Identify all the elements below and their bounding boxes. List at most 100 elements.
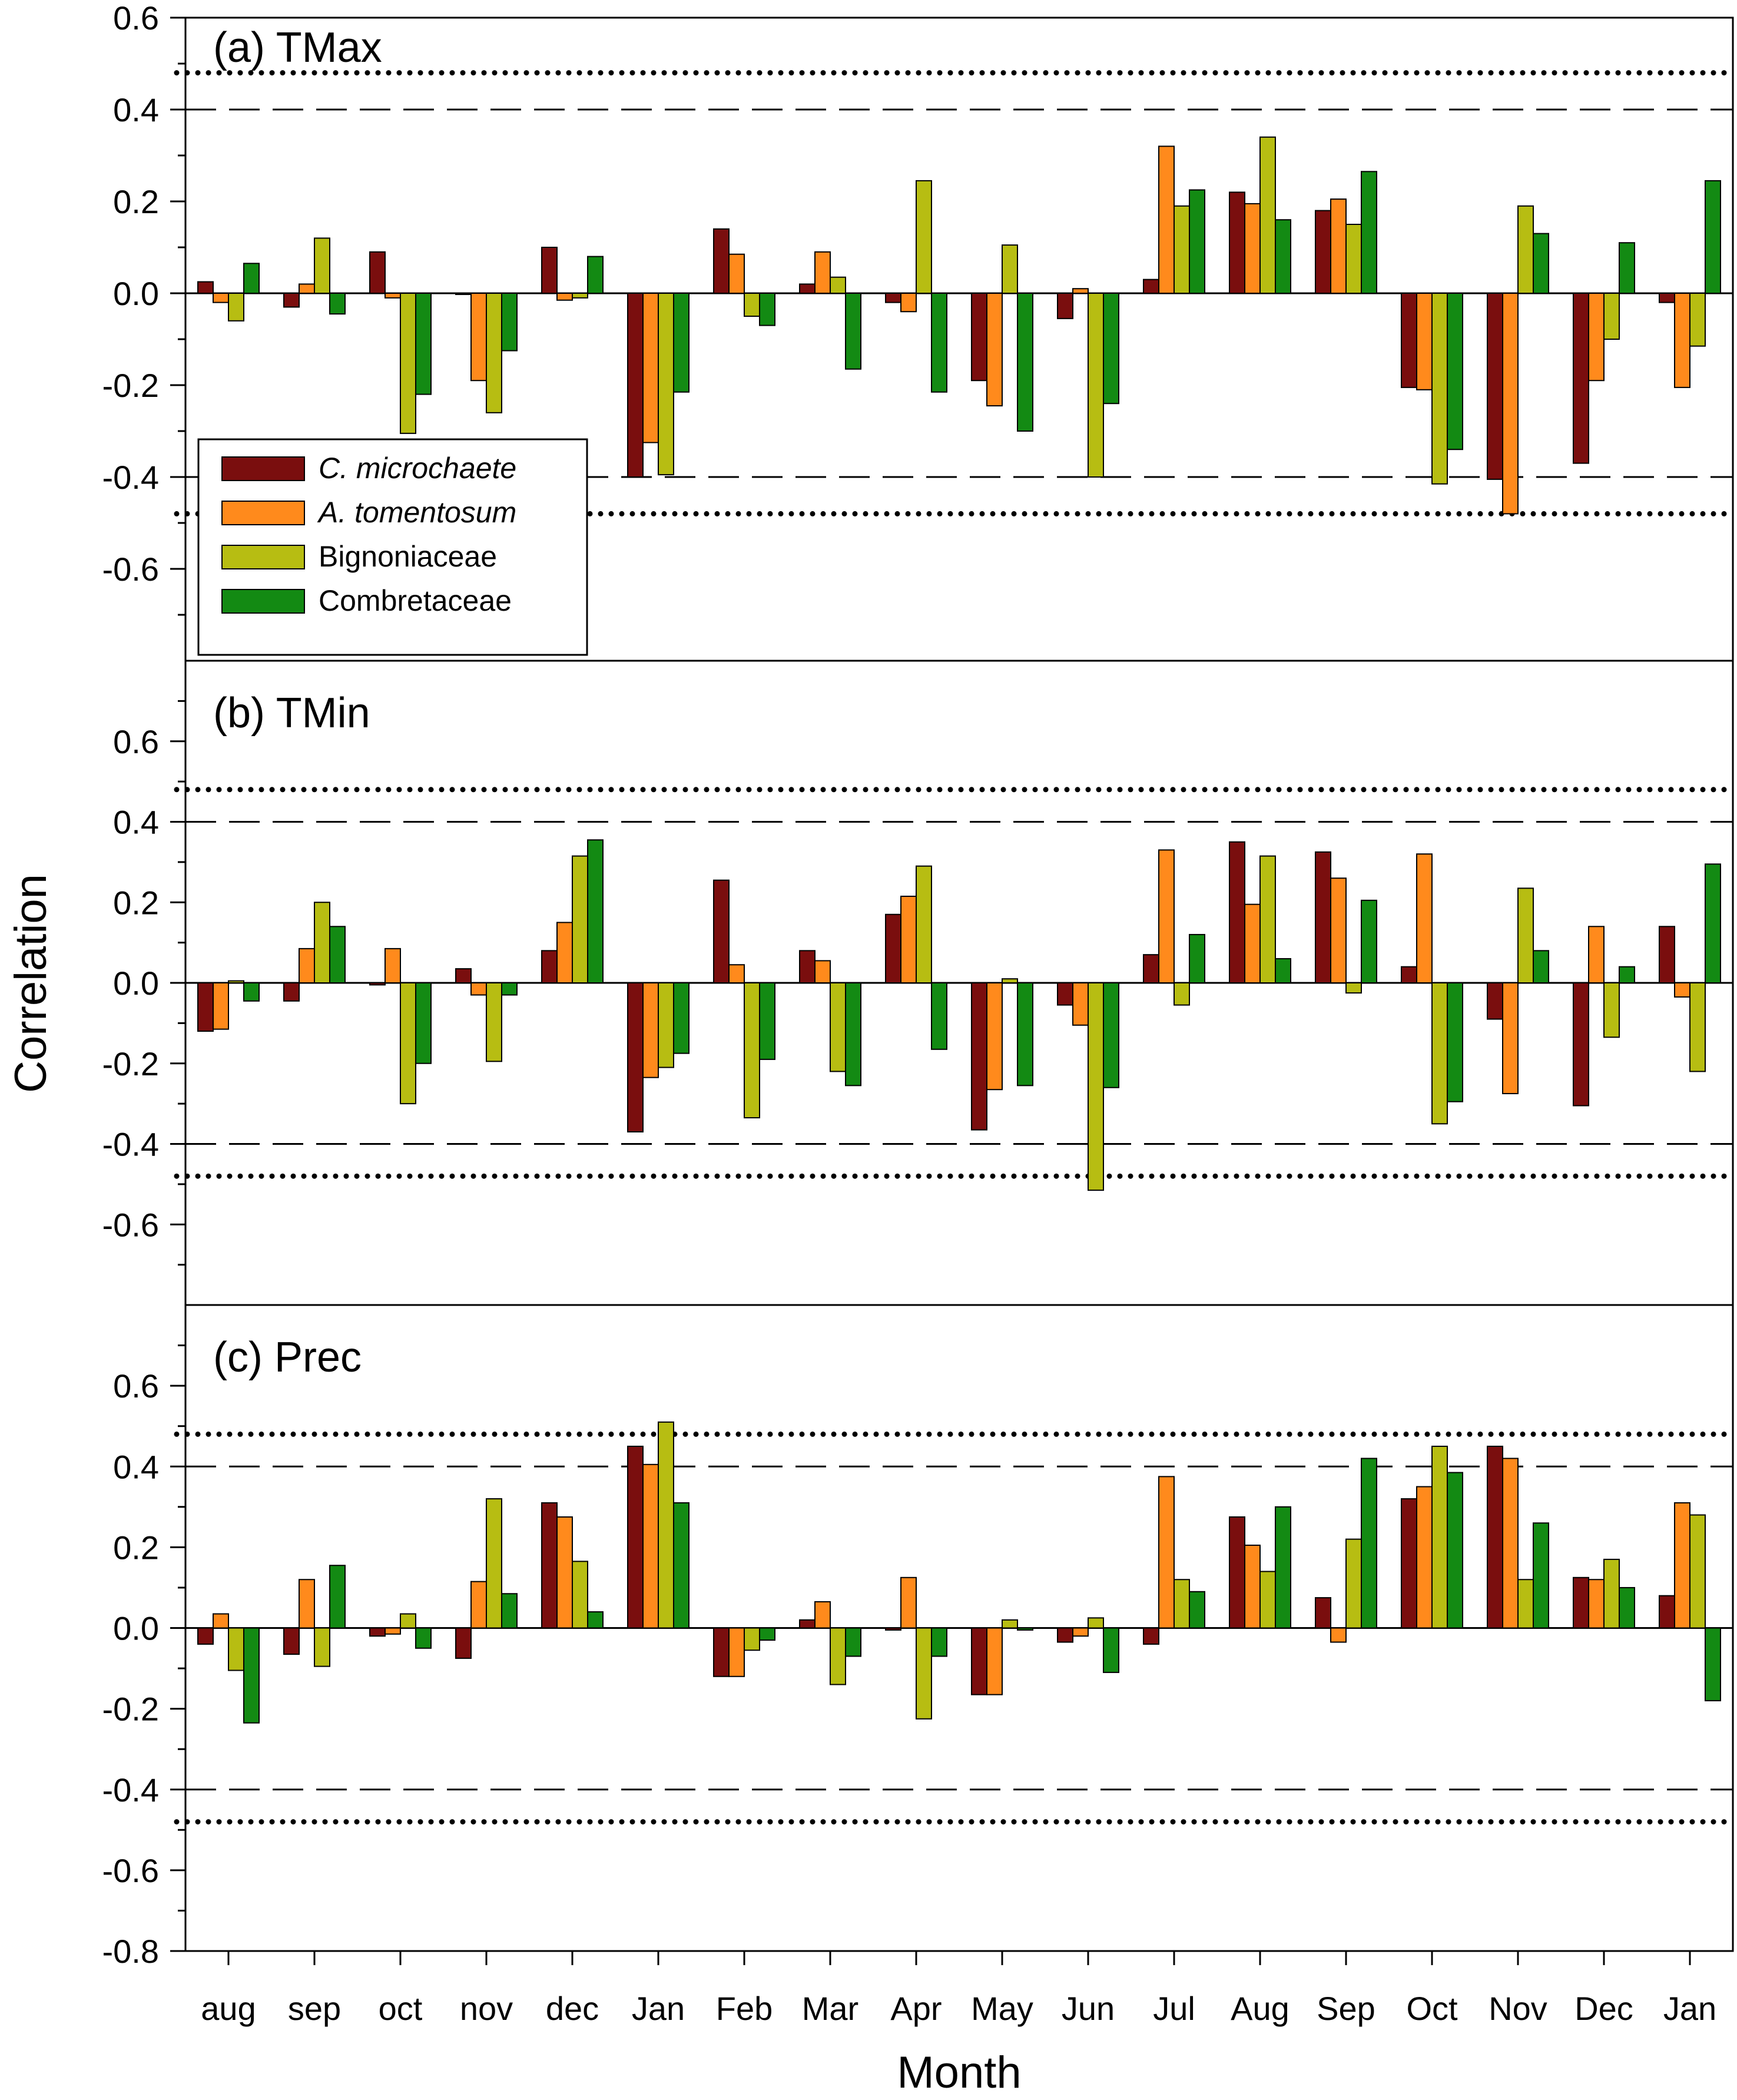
legend-label: Bignoniaceae [319,540,497,573]
bar [1103,293,1119,405]
y-tick-label: -0.2 [102,367,160,404]
y-tick-label: 0.4 [113,1448,159,1485]
legend-swatch [221,456,305,481]
bar [1588,293,1605,382]
bar [415,293,432,395]
x-axis-title: Month [897,2048,1021,2098]
bar [642,1463,659,1629]
bar [1705,1627,1721,1701]
x-tick-label: aug [201,1990,256,2027]
bar [1002,1619,1018,1629]
bar [799,950,816,984]
y-axis-title: Correlation [6,874,56,1093]
bar [314,902,330,983]
bar [1017,1627,1033,1631]
bar [885,1627,901,1631]
bar [1158,145,1175,294]
bar [1229,191,1245,294]
y-tick-label: 0.0 [113,275,159,312]
bar [642,293,659,443]
bar [314,1627,330,1667]
bar [1103,982,1119,1088]
bar [1533,950,1549,984]
legend-swatch [221,545,305,569]
bar [1619,242,1635,294]
bar [197,281,214,294]
bar [900,1576,917,1629]
y-tick-label: -0.6 [102,551,160,588]
bar [1416,1486,1433,1629]
x-axis: aug sep oct nov dec Jan Feb Mar Apr May Jun Jul Aug S… [201,1990,1716,2027]
bar [556,293,573,301]
bar [1259,1571,1276,1629]
bar [1315,1597,1331,1629]
bar [1229,1516,1245,1629]
bar [1088,1617,1104,1629]
bar [1588,1579,1605,1629]
bar [1259,855,1276,984]
bar [814,251,831,294]
bar [470,982,487,996]
bar [1502,982,1519,1095]
bar [1431,1445,1448,1629]
bar [1689,982,1706,1072]
bar [1573,293,1589,464]
bar [1431,982,1448,1125]
bar [1189,189,1205,294]
bar [1143,954,1159,983]
bar [673,1502,690,1629]
bar [1573,1576,1589,1629]
bar [986,982,1003,1091]
x-tick-label: May [971,1990,1033,2027]
bar [1189,1591,1205,1629]
bar [486,293,502,413]
bar [1330,1627,1347,1643]
bar [1017,293,1033,432]
bar [1072,1627,1089,1637]
bar [673,982,690,1054]
bar [673,293,690,393]
bar [728,1627,745,1677]
bar [1588,926,1605,984]
bar [1447,293,1463,451]
bar [1533,233,1549,294]
x-tick-label: Oct [1406,1990,1458,2027]
bar [1517,205,1534,294]
bar [845,293,861,370]
bar [587,1611,604,1629]
bar [1487,1445,1503,1629]
panel-1: 0.6 0.4 0.2 0.0 -0.2 -0.4 -0.6 (a) TMax [102,0,1736,662]
bar [299,1579,315,1629]
bar [1674,982,1690,998]
bar [470,1581,487,1629]
x-tick-label: Jun [1062,1990,1115,2027]
bar [1158,1476,1175,1629]
bar [197,1627,214,1645]
bar [1072,288,1089,294]
bar [1533,1522,1549,1629]
bar [986,293,1003,407]
bar [1401,293,1417,388]
bar [744,1627,760,1651]
bar [799,283,816,294]
bar [228,980,244,984]
bar [455,293,472,295]
bar [916,180,932,294]
legend: C. microchaete A. tomentosum Bignoniaceae C… [197,438,588,656]
bar [1361,1458,1377,1629]
bar [1619,1586,1635,1629]
bar [329,1565,346,1629]
bar [885,293,901,303]
bar [1244,1544,1261,1629]
bar [627,293,644,478]
bar [541,950,558,984]
bar [1603,293,1620,340]
y-tick-label: -0.2 [102,1045,160,1082]
x-tick-label: nov [460,1990,513,2027]
legend-swatch [221,501,305,525]
bar [243,982,260,1002]
x-tick-label: Jul [1153,1990,1195,2027]
bar [1659,1595,1675,1629]
x-tick-label: oct [379,1990,423,2027]
y-tick-label: 0.4 [113,91,159,128]
